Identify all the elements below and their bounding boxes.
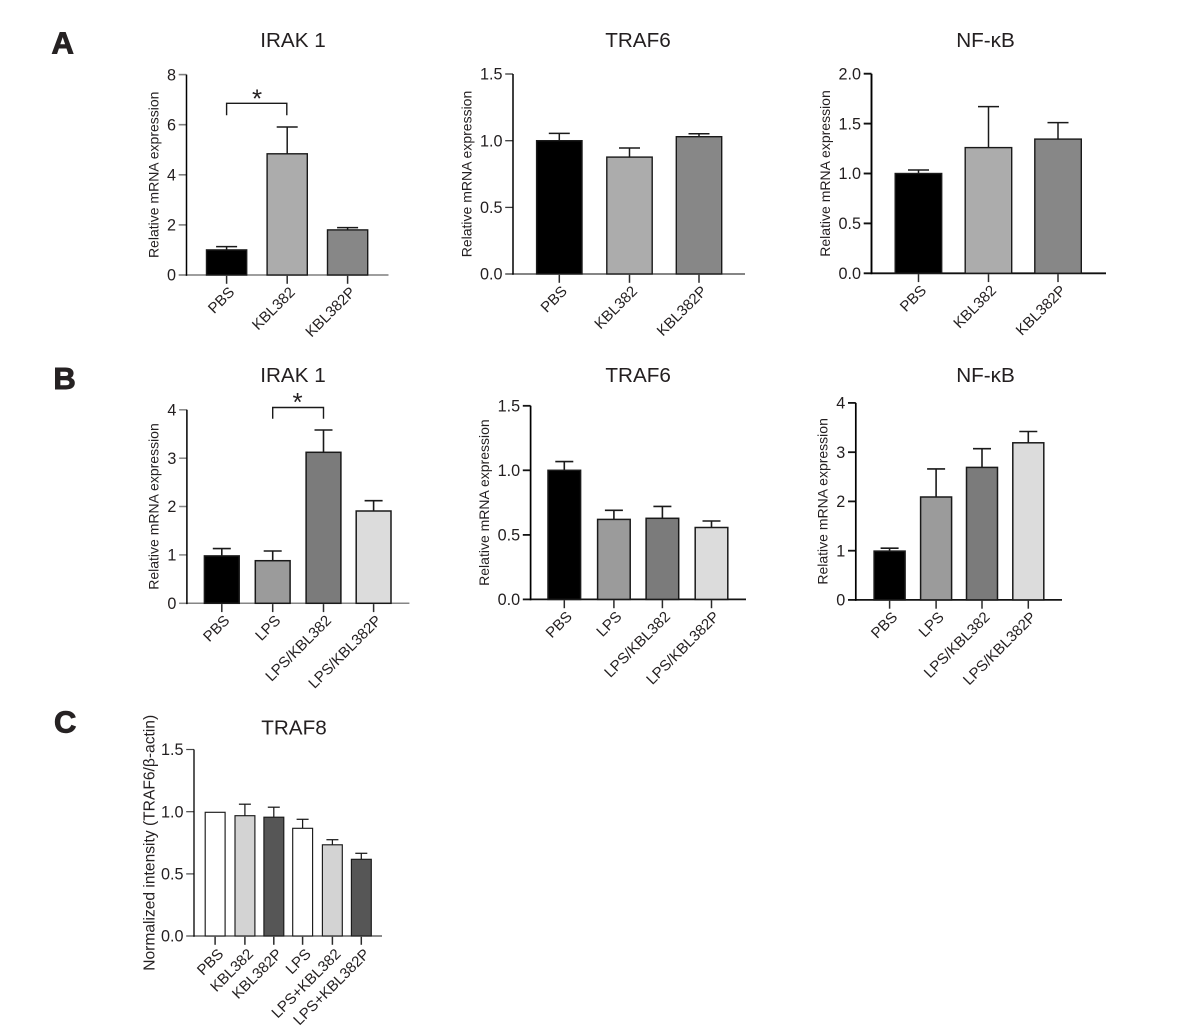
svg-text:2: 2 [167, 498, 176, 516]
svg-text:PBS: PBS [538, 283, 571, 316]
svg-text:4: 4 [167, 402, 176, 420]
svg-text:PBS: PBS [200, 612, 233, 645]
svg-text:4: 4 [836, 395, 845, 413]
svg-text:Normalized intensity (TRAF6/β-: Normalized intensity (TRAF6/β-actin) [142, 715, 159, 971]
svg-text:1.5: 1.5 [161, 741, 184, 759]
svg-text:0.0: 0.0 [480, 266, 503, 284]
svg-text:1.0: 1.0 [838, 165, 861, 183]
svg-text:4: 4 [167, 167, 176, 185]
svg-text:*: * [292, 387, 302, 417]
svg-text:A: A [52, 26, 74, 61]
svg-text:Relative mRNA expression: Relative mRNA expression [815, 418, 831, 585]
svg-text:PBS: PBS [543, 608, 576, 641]
svg-text:LPS: LPS [916, 609, 948, 641]
svg-text:Relative mRNA expression: Relative mRNA expression [146, 423, 162, 590]
svg-text:0: 0 [167, 595, 176, 613]
svg-text:2.0: 2.0 [838, 65, 861, 83]
svg-text:1.5: 1.5 [480, 66, 503, 84]
svg-text:1.0: 1.0 [480, 132, 503, 150]
svg-text:KBL382P: KBL382P [654, 283, 711, 340]
svg-text:2: 2 [167, 217, 176, 235]
svg-text:LPS: LPS [593, 608, 625, 640]
svg-text:C: C [54, 704, 76, 739]
svg-text:TRAF6: TRAF6 [605, 364, 671, 387]
svg-text:KBL382P: KBL382P [302, 284, 359, 341]
svg-text:NF-κB: NF-κB [956, 364, 1015, 387]
svg-text:1.0: 1.0 [161, 803, 184, 821]
svg-text:PBS: PBS [205, 284, 238, 317]
svg-text:Relative mRNA expression: Relative mRNA expression [459, 91, 475, 258]
svg-text:6: 6 [167, 116, 176, 134]
svg-text:0.0: 0.0 [838, 265, 861, 283]
svg-text:1.5: 1.5 [498, 398, 521, 416]
svg-text:0.0: 0.0 [498, 591, 521, 609]
svg-text:Relative mRNA expression: Relative mRNA expression [476, 419, 492, 586]
svg-text:1.0: 1.0 [498, 462, 521, 480]
svg-text:1.5: 1.5 [838, 115, 861, 133]
svg-text:IRAK 1: IRAK 1 [260, 364, 326, 387]
svg-text:B: B [53, 361, 75, 396]
svg-text:3: 3 [167, 450, 176, 468]
svg-text:2: 2 [836, 493, 845, 511]
svg-text:1: 1 [167, 547, 176, 565]
svg-text:NF-κB: NF-κB [956, 29, 1015, 52]
svg-text:0: 0 [836, 592, 845, 610]
svg-text:0.5: 0.5 [838, 215, 861, 233]
svg-text:Relative mRNA expression: Relative mRNA expression [145, 92, 161, 259]
svg-text:0: 0 [167, 267, 176, 285]
svg-text:0.5: 0.5 [498, 527, 521, 545]
svg-text:0.5: 0.5 [480, 199, 503, 217]
svg-text:PBS: PBS [897, 282, 930, 315]
svg-text:*: * [252, 83, 262, 113]
svg-text:3: 3 [836, 444, 845, 462]
svg-text:TRAF6: TRAF6 [605, 29, 671, 52]
svg-text:IRAK 1: IRAK 1 [260, 29, 326, 52]
svg-text:KBL382: KBL382 [249, 284, 299, 334]
svg-text:1: 1 [836, 542, 845, 560]
svg-text:KBL382: KBL382 [591, 283, 641, 333]
svg-text:0.5: 0.5 [161, 866, 184, 884]
svg-text:Relative mRNA expression: Relative mRNA expression [817, 90, 833, 257]
svg-text:PBS: PBS [868, 609, 901, 642]
svg-text:TRAF8: TRAF8 [261, 717, 327, 740]
svg-text:KBL382: KBL382 [950, 282, 1000, 332]
svg-text:0.0: 0.0 [161, 928, 184, 946]
svg-text:KBL382P: KBL382P [1013, 282, 1070, 339]
svg-text:8: 8 [167, 66, 176, 84]
svg-text:LPS: LPS [252, 612, 284, 644]
